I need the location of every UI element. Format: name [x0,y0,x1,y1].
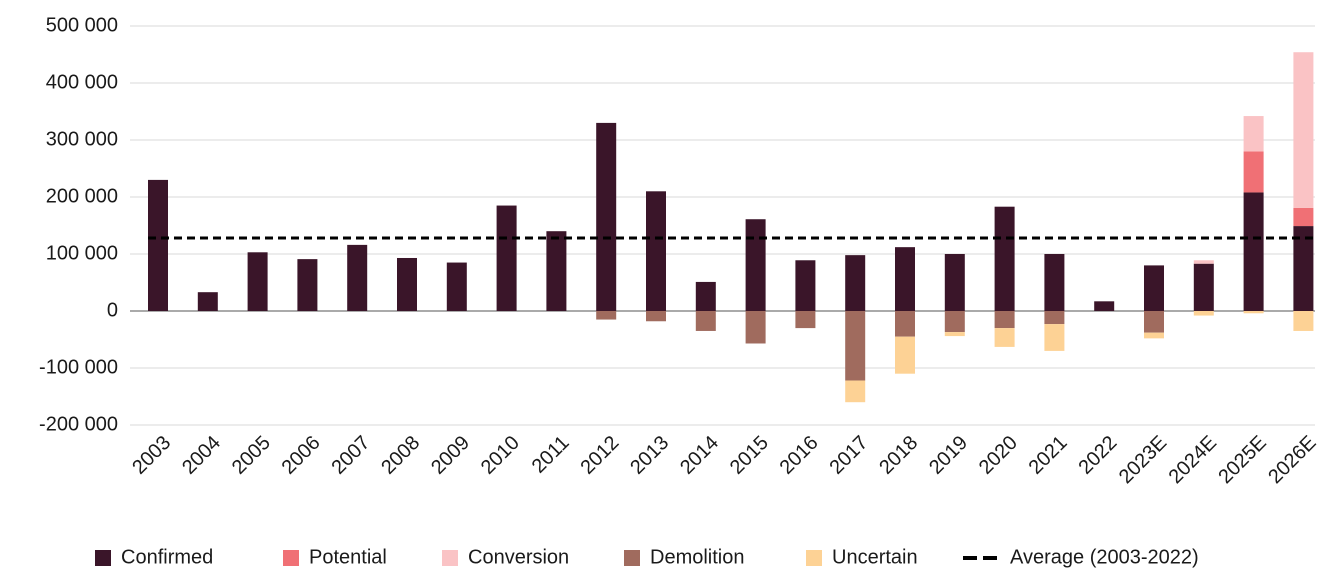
x-tick-label: 2018 [875,432,922,479]
x-tick-label: 2004 [178,432,225,479]
x-tick-label: 2025E [1214,432,1270,488]
x-tick-label: 2015 [726,432,773,479]
x-tick-label: 2014 [676,432,723,479]
bar-segment [546,231,567,311]
bar-segment [446,262,467,311]
bar-segment [1044,324,1065,351]
x-tick-label: 2011 [528,432,574,478]
bar-segment [1243,116,1264,152]
bar-segment [1193,260,1214,264]
x-tick-label: 2003 [128,432,175,479]
bar-segment [496,205,517,311]
bar-segment [646,191,666,311]
bar-segment [1243,192,1264,311]
bar-segment [795,260,816,311]
y-tick-label: 0 [107,299,118,321]
bar-segment [745,311,766,344]
bar-segment [197,292,218,311]
legend-swatch [442,550,458,566]
legend-swatch [806,550,822,566]
bar-segment [1293,52,1314,208]
bar-segment [895,336,915,374]
y-tick-label: 200 000 [46,185,118,207]
legend-swatch [283,550,299,566]
y-tick-label: 300 000 [46,128,118,150]
x-tick-label: 2013 [626,432,673,479]
bar-segment [1293,311,1314,331]
legend-label: Potential [309,546,387,568]
bar-segment [944,332,965,337]
x-tick-label: 2010 [477,432,524,479]
y-tick-label: -200 000 [39,413,118,435]
bar-segment [994,328,1015,347]
x-tick-label: 2019 [925,432,972,479]
bar-segment [944,311,965,333]
bar-segment [646,311,666,322]
bar-segment [347,244,368,311]
bar-segment [745,219,766,311]
x-tick-label: 2017 [825,432,872,479]
bar-segment [1243,151,1264,193]
bar-segment [247,252,268,311]
y-tick-label: 500 000 [46,14,118,36]
legend-label: Average (2003-2022) [1010,546,1199,568]
legend-label: Conversion [468,546,569,568]
legend-swatch [95,550,111,566]
bar-segment [845,380,866,403]
bar-segment [297,259,318,311]
bar-segment [1144,311,1164,333]
bar-segment [895,247,915,311]
bar-segment [1243,311,1264,314]
x-tick-label: 2005 [228,432,275,479]
bar-segment [1144,332,1164,339]
bar-segment [148,179,168,311]
x-tick-label: 2026E [1264,432,1319,488]
bar-segment [695,281,716,311]
bar-segment [1293,207,1314,227]
bar-segment [845,311,866,381]
x-tick-label: 2009 [427,432,474,479]
x-tick-label: 2023E [1115,432,1171,488]
legend-label: Uncertain [832,546,918,568]
bar-segment [1144,265,1164,311]
y-tick-label: 400 000 [46,71,118,93]
y-tick-label: 100 000 [46,242,118,264]
bar-segment [1044,254,1065,311]
bar-segment [795,311,816,329]
x-tick-label: 2007 [327,432,374,479]
bar-segment [994,206,1015,311]
legend-swatch [624,550,640,566]
bar-segment [1293,226,1314,311]
bar-segment [895,311,915,337]
bar-segment [845,255,866,311]
bar-segment [596,311,617,320]
bar-segment [994,311,1015,329]
bar-segment [397,257,417,311]
bar-segment [1094,301,1115,311]
x-tick-label: 2016 [776,432,823,479]
bar-segment [944,254,965,311]
bar-segment [1193,311,1214,316]
x-tick-label: 2006 [278,432,325,479]
x-tick-label: 2024E [1165,432,1221,488]
legend-label: Confirmed [121,546,213,568]
x-tick-label: 2008 [377,432,424,479]
bar-segment [695,311,716,331]
x-tick-label: 2021 [1025,432,1072,479]
x-tick-label: 2012 [576,432,623,479]
bar-segment [1193,263,1214,311]
legend-label: Demolition [650,546,744,568]
y-tick-label: -100 000 [39,356,118,378]
x-tick-label: 2020 [975,432,1022,479]
bar-segment [1044,311,1065,325]
bar-segment [596,122,617,312]
